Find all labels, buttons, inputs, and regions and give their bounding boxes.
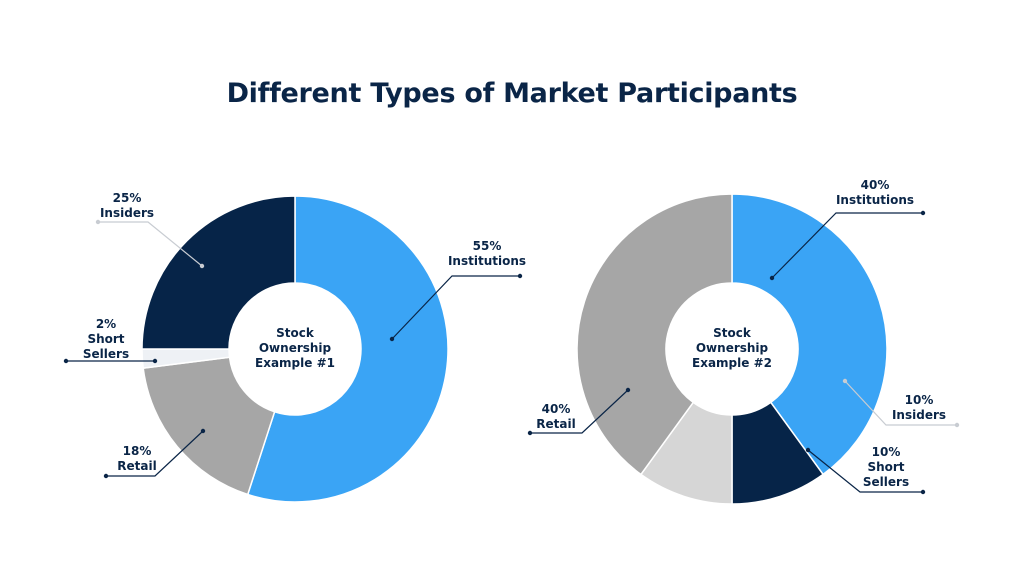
leader-line-institutions: [771, 212, 923, 279]
slice-institutions: [246, 195, 449, 503]
data-label-line: Short: [87, 332, 124, 346]
center-label-2: Stock Ownership Example #2: [692, 326, 772, 370]
data-label-line: 10%: [905, 393, 934, 407]
data-label-line: 55%: [473, 239, 502, 253]
leader-line-insiders: [98, 221, 203, 267]
chart-title: Different Types of Market Participants: [226, 78, 798, 109]
leader-dot-short-sellers: [152, 358, 158, 364]
leader-end-retail: [527, 430, 533, 436]
data-label-line: 10%: [872, 445, 901, 459]
data-label-line: 2%: [96, 317, 116, 331]
data-label-line: Institutions: [448, 254, 526, 268]
leader-end-insiders: [954, 422, 960, 428]
leader-end-institutions: [920, 210, 926, 216]
center-label-line: Example #2: [692, 356, 772, 370]
leader-end-insiders: [95, 219, 101, 225]
data-label-line: 40%: [861, 178, 890, 192]
data-label-line: Insiders: [100, 206, 154, 220]
center-label-line: Stock: [713, 326, 752, 340]
center-label-line: Stock: [276, 326, 315, 340]
data-label-retail: 18% Retail: [117, 444, 156, 473]
center-label-1: Stock Ownership Example #1: [255, 326, 335, 370]
slice-retail: [576, 193, 733, 476]
leader-dot-insiders: [842, 378, 848, 384]
leader-line-insiders: [844, 380, 957, 426]
leader-end-institutions: [517, 273, 523, 279]
leader-line-short-sellers: [807, 449, 923, 493]
leader-dot-short-sellers: [805, 447, 811, 453]
leader-dot-retail: [625, 387, 631, 393]
data-label-short-sellers: 2% Short Sellers: [83, 317, 129, 361]
slice-institutions: [731, 193, 888, 476]
data-label-line: Short: [867, 460, 904, 474]
data-label-line: Sellers: [863, 475, 909, 489]
leader-dot-retail: [200, 428, 206, 434]
leader-end-short-sellers: [63, 358, 69, 364]
data-label-line: Insiders: [892, 408, 946, 422]
leader-line-institutions: [391, 275, 520, 340]
center-label-line: Ownership: [696, 341, 769, 355]
leader-end-retail: [103, 473, 109, 479]
data-label-line: 40%: [542, 402, 571, 416]
data-label-institutions: 55% Institutions: [448, 239, 526, 268]
leader-line-retail: [106, 430, 204, 477]
center-label-line: Example #1: [255, 356, 335, 370]
data-label-retail: 40% Retail: [536, 402, 575, 431]
data-label-line: 25%: [113, 191, 142, 205]
leader-dot-institutions: [769, 275, 775, 281]
data-label-institutions: 40% Institutions: [836, 178, 914, 207]
center-label-line: Ownership: [259, 341, 332, 355]
slice-insiders: [141, 195, 296, 350]
slice-retail: [142, 356, 276, 496]
data-label-line: Retail: [536, 417, 575, 431]
leader-dot-institutions: [389, 336, 395, 342]
data-label-insiders: 10% Insiders: [892, 393, 946, 422]
data-label-line: 18%: [123, 444, 152, 458]
leader-dot-insiders: [199, 263, 205, 269]
data-label-line: Retail: [117, 459, 156, 473]
donut-chart-1: 55% Institutions 18% Retail 2% Short Sellers 25…: [63, 191, 526, 503]
data-label-short-sellers: 10% Short Sellers: [863, 445, 909, 489]
data-label-line: Institutions: [836, 193, 914, 207]
data-label-line: Sellers: [83, 347, 129, 361]
leader-line-retail: [530, 389, 629, 434]
data-label-insiders: 25% Insiders: [100, 191, 154, 220]
leader-end-short-sellers: [920, 489, 926, 495]
